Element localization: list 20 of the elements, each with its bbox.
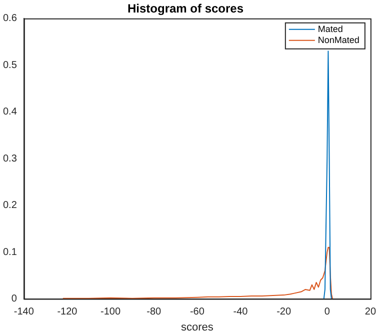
x-tick-label: 0 [324, 306, 330, 318]
x-tick-label: -20 [276, 306, 292, 318]
y-tick-label: 0.6 [2, 13, 18, 24]
x-tick-label: -140 [14, 306, 34, 318]
legend-label: Mated [318, 24, 343, 34]
x-axis-title: scores [180, 321, 214, 334]
y-tick-label: 0.4 [2, 106, 18, 118]
x-tick-label: -40 [233, 306, 248, 318]
x-tick-label: -100 [100, 306, 121, 318]
legend-label: NonMated [318, 34, 360, 45]
y-tick-label: 0 [11, 294, 18, 305]
y-tick-label: 0.2 [2, 200, 18, 212]
chart-title: Histogram of scores [127, 2, 244, 16]
x-tick-label: -120 [57, 306, 78, 318]
x-tick-label: -60 [190, 306, 205, 318]
x-tick-label: -80 [146, 306, 162, 318]
x-tick-label: 20 [364, 306, 376, 318]
y-tick-label: 0.3 [2, 153, 18, 164]
y-tick-label: 0.5 [2, 60, 18, 71]
y-tick-label: 0.1 [2, 246, 18, 258]
